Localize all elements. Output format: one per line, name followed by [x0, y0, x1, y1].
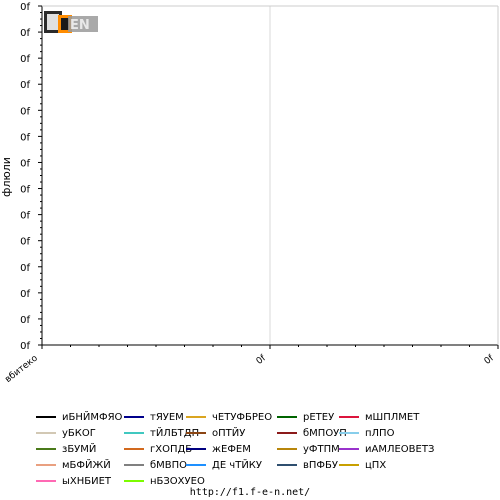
legend-label: жЕФЕМ: [212, 443, 251, 455]
legend-entry: цПХ: [339, 457, 419, 473]
legend-label: уФТПМ: [303, 443, 340, 455]
legend-swatch: [339, 464, 359, 466]
legend-label: нБЗОХУЕО: [150, 475, 205, 487]
legend-swatch: [124, 480, 144, 482]
legend-swatch: [186, 464, 206, 466]
legend-swatch: [277, 464, 297, 466]
legend-entry: иБНЙМФЯО: [36, 409, 124, 425]
legend-label: уБКОГ: [62, 427, 96, 439]
legend-swatch: [186, 432, 206, 434]
footer-url[interactable]: http://f1.f-e-n.net/: [189, 487, 311, 498]
legend-entry: гХОПДБ: [124, 441, 192, 457]
legend-swatch: [277, 432, 297, 434]
legend-label: гХОПДБ: [150, 443, 193, 455]
legend-entry: оПТЙУ: [186, 425, 277, 441]
x-axis-ticks: вбитеко 0f 0f: [3, 345, 499, 385]
legend-swatch: [36, 432, 56, 434]
legend-label: цПХ: [365, 459, 387, 471]
y-tick-label: 0f: [20, 341, 30, 352]
legend-label: ДЕ чТЙКУ: [212, 459, 262, 471]
legend-entry: пЛПО: [339, 425, 419, 441]
legend-label: мШПЛМЕТ: [365, 411, 420, 423]
legend-label: чЕТУФБРЕО: [212, 411, 273, 423]
legend-swatch: [339, 432, 359, 434]
legend-entry: бМПОУП: [277, 425, 347, 441]
legend-entry: уБКОГ: [36, 425, 124, 441]
y-tick-label: 0f: [20, 106, 30, 117]
legend-entry: рЕТЕУ: [277, 409, 339, 425]
y-tick-label: 0f: [20, 185, 30, 196]
legend-entry: ДЕ чТЙКУ: [186, 457, 277, 473]
legend-label: ыХНБИЕТ: [62, 475, 112, 487]
legend-swatch: [124, 416, 144, 418]
legend-swatch: [36, 480, 56, 482]
legend-entry: тЙЛБТДП: [124, 425, 199, 441]
y-tick-label: 0f: [20, 315, 30, 326]
y-tick-label: 0f: [20, 237, 30, 248]
legend-label: пЛПО: [365, 427, 395, 439]
legend: иБНЙМФЯО тЯУЕМ чЕТУФБРЕО рЕТЕУ мШПЛМЕТ уБКОГ т…: [36, 409, 496, 489]
x-tick-label: 0f: [483, 353, 497, 367]
x-tick-label: 0f: [255, 353, 269, 367]
y-tick-label: 0f: [20, 2, 30, 13]
legend-entry: иАМЛЕОВЕТЗ: [339, 441, 434, 457]
legend-swatch: [124, 464, 144, 466]
x-tick-label: вбитеко: [3, 353, 40, 385]
legend-entry: бМВПО: [124, 457, 188, 473]
legend-entry: тЯУЕМ: [124, 409, 186, 425]
legend-label: бМПОУП: [303, 427, 347, 439]
y-tick-label: 0f: [20, 158, 30, 169]
legend-entry: мШПЛМЕТ: [339, 409, 419, 425]
legend-entry: ыХНБИЕТ: [36, 473, 124, 489]
legend-label: вПФБУ: [303, 459, 338, 471]
legend-entry: уФТПМ: [277, 441, 340, 457]
legend-swatch: [277, 416, 297, 418]
y-tick-label: 0f: [20, 263, 30, 274]
y-tick-label: 0f: [20, 289, 30, 300]
legend-swatch: [186, 416, 206, 418]
legend-entry: жЕФЕМ: [186, 441, 277, 457]
legend-label: оПТЙУ: [212, 427, 246, 439]
legend-entry: мБФЙЖЙ: [36, 457, 124, 473]
legend-swatch: [124, 432, 144, 434]
legend-label: тЙЛБТДП: [150, 427, 200, 439]
y-tick-label: 0f: [20, 80, 30, 91]
legend-label: зБУМЙ: [62, 443, 97, 455]
y-tick-label: 0f: [20, 211, 30, 222]
legend-entry: нБЗОХУЕО: [124, 473, 205, 489]
svg-text:EN: EN: [70, 18, 90, 33]
legend-label: бМВПО: [150, 459, 188, 471]
legend-swatch: [186, 448, 206, 450]
legend-entry: чЕТУФБРЕО: [186, 409, 277, 425]
legend-swatch: [124, 448, 144, 450]
y-tick-label: 0f: [20, 28, 30, 39]
legend-label: иАМЛЕОВЕТЗ: [365, 443, 435, 455]
legend-label: тЯУЕМ: [150, 411, 184, 423]
legend-label: мБФЙЖЙ: [62, 459, 111, 471]
legend-swatch: [277, 448, 297, 450]
y-tick-label: 0f: [20, 54, 30, 65]
legend-entry: вПФБУ: [277, 457, 339, 473]
logo-graphic: EN: [44, 11, 98, 33]
f1en-logo: EN: [44, 8, 100, 36]
legend-label: рЕТЕУ: [303, 411, 335, 423]
legend-swatch: [339, 448, 359, 450]
y-tick-label: 0f: [20, 132, 30, 143]
legend-swatch: [36, 448, 56, 450]
legend-label: иБНЙМФЯО: [62, 411, 123, 423]
y-axis-label: флюли: [0, 157, 13, 197]
legend-entry: зБУМЙ: [36, 441, 124, 457]
legend-swatch: [36, 464, 56, 466]
y-axis-ticks: 0f 0f 0f 0f 0f 0f 0f 0f 0f 0f 0f 0f 0f 0f: [20, 2, 42, 352]
legend-swatch: [36, 416, 56, 418]
legend-swatch: [339, 416, 359, 418]
